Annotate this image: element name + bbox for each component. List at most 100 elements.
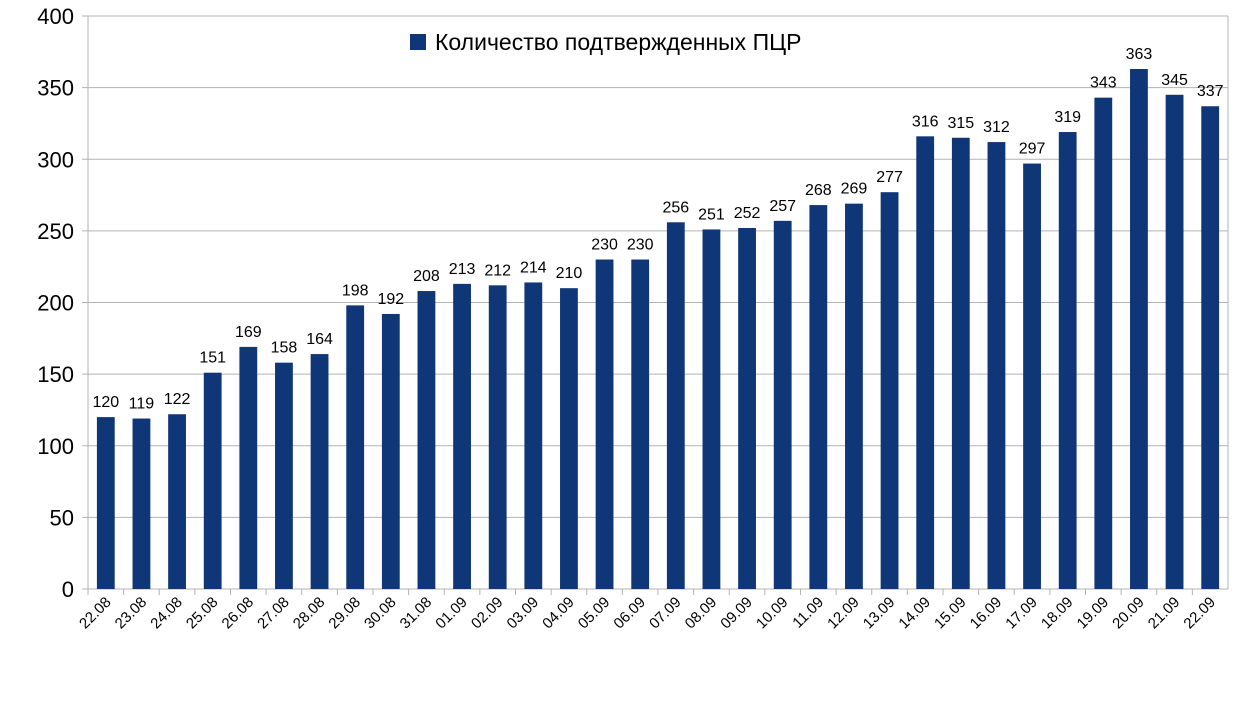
bar-20.09 (1130, 69, 1148, 589)
x-tick-label: 24.08 (147, 594, 186, 633)
x-tick-label: 26.08 (219, 594, 258, 633)
x-tick-label: 01.09 (432, 594, 471, 633)
bar-12.09 (845, 203, 863, 589)
data-label: 230 (591, 237, 618, 254)
data-label: 343 (1090, 75, 1117, 92)
y-tick-label: 250 (37, 219, 74, 244)
bar-17.09 (1023, 163, 1041, 590)
x-tick-label: 30.08 (361, 594, 400, 633)
data-label: 257 (769, 198, 796, 215)
axes (87, 16, 1229, 595)
y-tick-label: 300 (37, 147, 74, 172)
bar-03.09 (524, 282, 543, 589)
data-labels: 120 119 122 151 169 158 164 198 192 208 213 212 214 2… (92, 46, 1223, 413)
y-tick-label: 0 (62, 577, 74, 602)
data-label: 277 (876, 169, 903, 186)
x-tick-label: 20.09 (1109, 594, 1148, 633)
x-tick-label: 25.08 (183, 594, 222, 633)
x-tick-label: 22.09 (1180, 594, 1219, 633)
data-label: 256 (662, 199, 689, 216)
data-label: 315 (947, 115, 974, 132)
data-label: 119 (129, 396, 155, 413)
bar-18.09 (1058, 132, 1077, 589)
legend-label: Количество подтвержденных ПЦР (435, 29, 801, 55)
x-tick-label: 14.09 (895, 594, 934, 633)
x-tick-label: 12.09 (824, 594, 863, 633)
data-label: 345 (1161, 72, 1188, 89)
y-tick-label: 150 (37, 362, 74, 387)
data-label: 319 (1054, 109, 1081, 126)
data-label: 337 (1197, 83, 1224, 100)
data-label: 316 (912, 113, 939, 130)
bar-26.08 (239, 346, 258, 589)
data-label: 251 (698, 206, 725, 223)
x-tick-label: 17.09 (1002, 594, 1041, 633)
y-tick-label: 100 (37, 434, 74, 459)
y-tick-label: 200 (37, 291, 74, 316)
data-label: 164 (306, 331, 333, 348)
bar-10.09 (773, 220, 792, 589)
data-label: 192 (377, 291, 404, 308)
y-tick-label: 400 (37, 4, 74, 29)
bar-30.08 (381, 313, 400, 589)
bar-11.09 (809, 205, 828, 589)
bar-04.09 (560, 288, 578, 589)
data-label: 213 (449, 261, 476, 278)
data-label: 252 (734, 205, 761, 222)
bar-02.09 (488, 285, 507, 589)
x-tick-label: 13.09 (860, 594, 899, 633)
data-label: 363 (1126, 46, 1153, 63)
x-tick-label: 07.09 (646, 594, 685, 633)
data-label: 214 (520, 259, 547, 276)
bar-22.08 (96, 417, 115, 589)
x-axis-tick-labels: 22.0823.0824.0825.0826.0827.0828.0829.08… (76, 594, 1219, 633)
x-tick-label: 23.08 (112, 594, 151, 633)
bar-05.09 (595, 259, 614, 589)
bar-23.08 (132, 418, 151, 589)
y-tick-label: 350 (37, 76, 74, 101)
data-label: 210 (556, 265, 583, 282)
data-label: 268 (805, 182, 832, 199)
data-label: 212 (484, 262, 511, 279)
data-label: 122 (164, 391, 191, 408)
bar-08.09 (702, 229, 721, 589)
bar-22.09 (1201, 106, 1220, 589)
bar-27.08 (275, 362, 293, 589)
legend-swatch (410, 34, 426, 50)
y-axis-tick-labels: 0 50 100 150 200 250 300 350 400 (37, 4, 74, 602)
data-label: 198 (342, 282, 369, 299)
x-tick-label: 02.09 (468, 594, 507, 633)
x-tick-label: 18.09 (1038, 594, 1077, 633)
x-tick-label: 28.08 (290, 594, 329, 633)
data-label: 120 (92, 394, 119, 411)
bars (96, 69, 1220, 590)
data-label: 158 (271, 340, 298, 357)
x-tick-label: 04.09 (539, 594, 578, 633)
x-tick-label: 22.08 (76, 594, 115, 633)
x-tick-label: 31.08 (397, 594, 436, 633)
bar-31.08 (417, 291, 436, 589)
bar-06.09 (631, 259, 650, 589)
bar-19.09 (1094, 97, 1113, 589)
x-tick-label: 03.09 (504, 594, 543, 633)
x-tick-label: 11.09 (789, 594, 827, 632)
x-tick-label: 29.08 (325, 594, 364, 633)
bar-16.09 (987, 142, 1006, 589)
bar-07.09 (666, 222, 685, 589)
data-label: 230 (627, 237, 654, 254)
legend: Количество подтвержденных ПЦР (410, 29, 801, 55)
x-tick-label: 06.09 (610, 594, 649, 633)
bar-25.08 (203, 372, 222, 589)
gridlines (82, 15, 1228, 590)
x-tick-label: 10.09 (753, 594, 792, 633)
bar-24.08 (168, 414, 186, 589)
data-label: 269 (841, 181, 868, 198)
x-tick-label: 05.09 (575, 594, 614, 633)
bar-15.09 (951, 137, 970, 589)
data-label: 151 (199, 350, 226, 367)
bar-13.09 (880, 192, 899, 589)
y-tick-label: 50 (50, 505, 74, 530)
bar-29.08 (346, 305, 365, 589)
bar-14.09 (916, 136, 935, 589)
